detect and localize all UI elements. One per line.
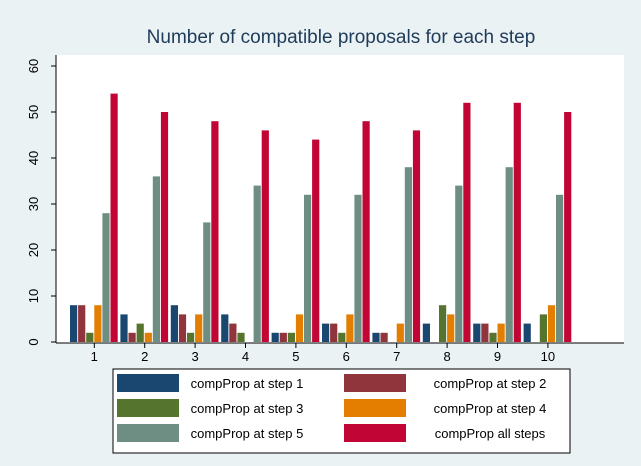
bar: [497, 323, 505, 342]
bar: [195, 314, 203, 342]
y-tick-label: 20: [26, 243, 41, 257]
bar: [396, 323, 404, 342]
y-tick-label: 40: [26, 151, 41, 165]
y-tick-label: 30: [26, 197, 41, 211]
legend: compProp at step 1 compProp at step 2 comp…: [112, 368, 571, 454]
bar: [229, 323, 237, 342]
legend-swatch: [344, 374, 406, 392]
bar: [556, 194, 564, 342]
x-axis: 1 2 3 4 5 6 7 8 9 10: [56, 342, 624, 364]
legend-swatch: [117, 399, 179, 417]
legend-swatch: [117, 374, 179, 392]
bar: [523, 323, 531, 342]
bar: [304, 194, 312, 342]
bar: [120, 314, 128, 342]
bar: [136, 323, 144, 342]
x-tick-label: 3: [191, 349, 198, 364]
bar: [362, 121, 370, 342]
bar: [473, 323, 481, 342]
legend-label: compProp at step 2: [434, 376, 547, 391]
bar: [372, 332, 380, 342]
bar: [463, 102, 471, 342]
bar: [380, 332, 388, 342]
legend-label: compProp at step 4: [434, 401, 547, 416]
x-tick-label: 9: [494, 349, 501, 364]
bar: [128, 332, 136, 342]
bar: [312, 139, 320, 342]
legend-swatch: [117, 424, 179, 442]
bar: [489, 332, 497, 342]
bar: [70, 305, 78, 342]
bar: [86, 332, 94, 342]
y-tick-label: 10: [26, 289, 41, 303]
bar: [94, 305, 102, 342]
chart-title: Number of compatible proposals for each …: [147, 27, 536, 48]
bar: [322, 323, 330, 342]
bar: [78, 305, 86, 342]
x-tick-label: 8: [443, 349, 450, 364]
bar: [547, 305, 556, 342]
bar: [513, 102, 521, 342]
bar: [237, 332, 245, 342]
bar: [287, 332, 295, 342]
legend-label: compProp at step 1: [191, 376, 304, 391]
bar: [564, 112, 572, 342]
x-tick-label: 5: [292, 349, 299, 364]
legend-label: compProp at step 3: [191, 401, 304, 416]
legend-swatch: [344, 424, 406, 442]
bar: [160, 112, 169, 342]
bar: [330, 323, 338, 342]
bar: [505, 167, 513, 342]
x-tick-label: 7: [393, 349, 400, 364]
bar: [539, 314, 547, 342]
bar: [152, 176, 160, 342]
x-tick-label: 6: [343, 349, 350, 364]
legend-swatch: [344, 399, 406, 417]
bar: [412, 130, 421, 342]
bar: [178, 314, 187, 342]
x-tick-label: 2: [141, 349, 148, 364]
bar: [439, 305, 447, 342]
bar: [253, 185, 261, 342]
bar: [455, 185, 463, 342]
bar: [346, 314, 354, 342]
bars: [70, 93, 572, 342]
bar: [261, 130, 269, 342]
bar: [221, 314, 229, 342]
bar: [102, 213, 110, 342]
bar: [170, 305, 178, 342]
y-axis: 0 10 20 30 40 50 60: [26, 55, 57, 346]
bar: [354, 194, 362, 342]
bar: [422, 323, 430, 342]
bar: [295, 314, 304, 342]
plot-area: [56, 55, 624, 343]
bar: [211, 121, 219, 342]
legend-label: compProp all steps: [435, 426, 546, 441]
bar: [271, 332, 279, 342]
legend-label: compProp at step 5: [191, 426, 304, 441]
bar: [481, 323, 489, 342]
x-tick-label: 1: [91, 349, 98, 364]
bar: [447, 314, 455, 342]
x-tick-label: 4: [242, 349, 249, 364]
y-tick-label: 60: [26, 59, 41, 73]
bar: [187, 332, 195, 342]
bar: [203, 222, 211, 342]
bar: [338, 332, 346, 342]
y-tick-label: 0: [26, 338, 41, 345]
y-tick-label: 50: [26, 105, 41, 119]
legend-box: [112, 368, 571, 454]
bar: [144, 332, 152, 342]
bar: [404, 167, 412, 342]
bar: [279, 332, 287, 342]
bar: [110, 93, 118, 342]
x-tick-label: 10: [541, 349, 555, 364]
